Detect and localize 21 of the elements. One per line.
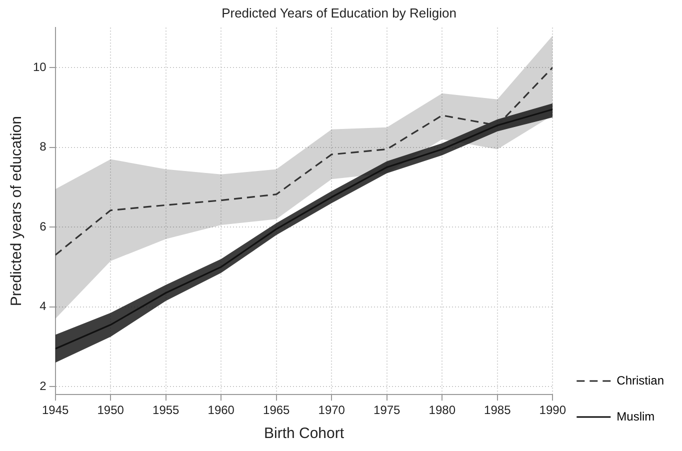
y-tick-label: 10 xyxy=(32,60,47,74)
x-tick-label: 1975 xyxy=(374,403,401,418)
legend-label: Muslim xyxy=(616,409,655,424)
legend-label: Christian xyxy=(616,373,664,388)
y-tick-label: 2 xyxy=(40,378,47,393)
x-tick-label: 1950 xyxy=(97,403,124,418)
chart-title: Predicted Years of Education by Religion xyxy=(222,5,456,20)
y-tick-label: 8 xyxy=(40,140,47,154)
x-tick-label: 1985 xyxy=(484,403,512,418)
y-axis-title: Predicted years of education xyxy=(8,116,26,306)
x-tick-label: 1990 xyxy=(539,403,566,418)
y-tick-label: 6 xyxy=(40,219,47,234)
x-tick-label: 1955 xyxy=(152,403,180,418)
y-tick-label: 4 xyxy=(40,299,47,314)
line-series xyxy=(55,66,553,256)
x-tick-label: 1945 xyxy=(42,403,70,418)
x-tick-label: 1960 xyxy=(208,403,235,418)
x-tick-label: 1965 xyxy=(263,403,290,418)
x-tick-label: 1980 xyxy=(428,403,456,418)
x-axis-title: Birth Cohort xyxy=(264,425,345,442)
x-tick-label: 1970 xyxy=(318,403,346,418)
